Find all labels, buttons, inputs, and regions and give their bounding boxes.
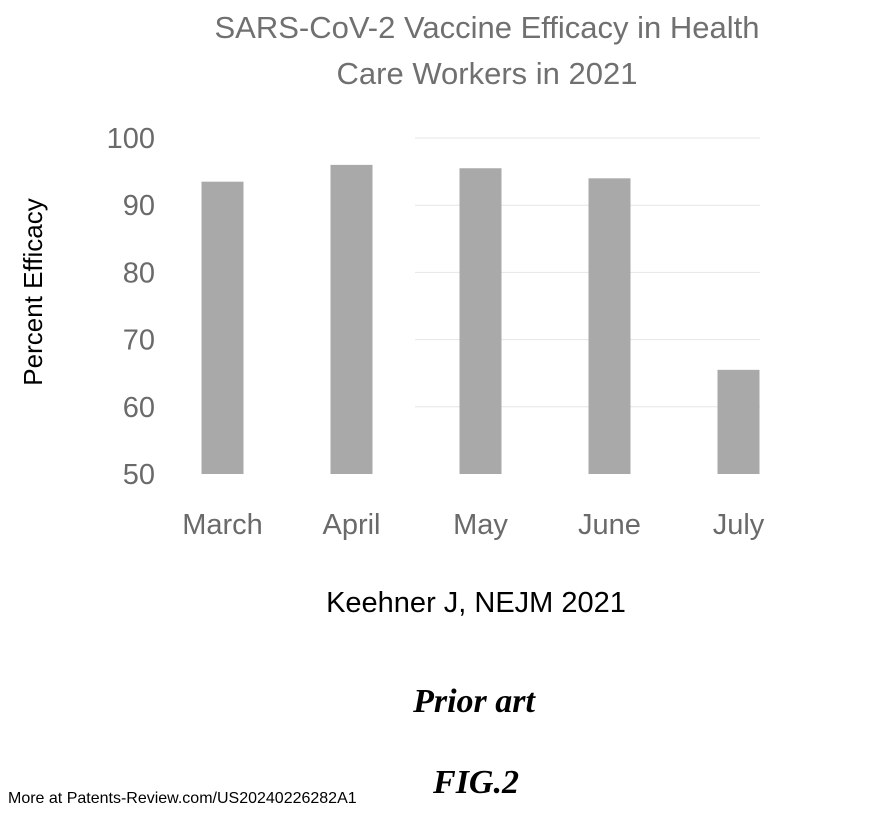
bar-july [718,370,760,474]
chart-title-line-1: SARS-CoV-2 Vaccine Efficacy in Health [214,10,759,45]
y-tick-label: 80 [123,257,155,289]
bar-may [460,168,502,474]
y-tick-label: 50 [123,459,155,491]
y-axis-label: Percent Efficacy [18,198,48,385]
bars [202,165,760,474]
y-tick-labels: 50 60 70 80 90 100 [107,123,155,491]
x-axis-label: Keehner J, NEJM 2021 [326,587,626,619]
bar-april [331,165,373,474]
y-tick-label: 90 [123,190,155,222]
y-tick-label: 60 [123,392,155,424]
bar-march [202,182,244,474]
bar-june [589,178,631,474]
x-tick-labels: March April May June July [182,509,765,541]
x-tick-label-april: April [322,509,380,541]
y-tick-label: 70 [123,325,155,357]
figure-label: FIG.2 [432,764,519,801]
chart-title-line-2: Care Workers in 2021 [337,56,638,91]
x-tick-label-march: March [182,509,263,541]
source-note: More at Patents-Review.com/US20240226282… [8,790,357,807]
x-tick-label-june: June [578,509,641,541]
x-tick-label-july: July [713,509,765,541]
prior-art-caption: Prior art [412,683,536,720]
y-tick-label: 100 [107,123,155,155]
x-tick-label-may: May [453,509,508,541]
